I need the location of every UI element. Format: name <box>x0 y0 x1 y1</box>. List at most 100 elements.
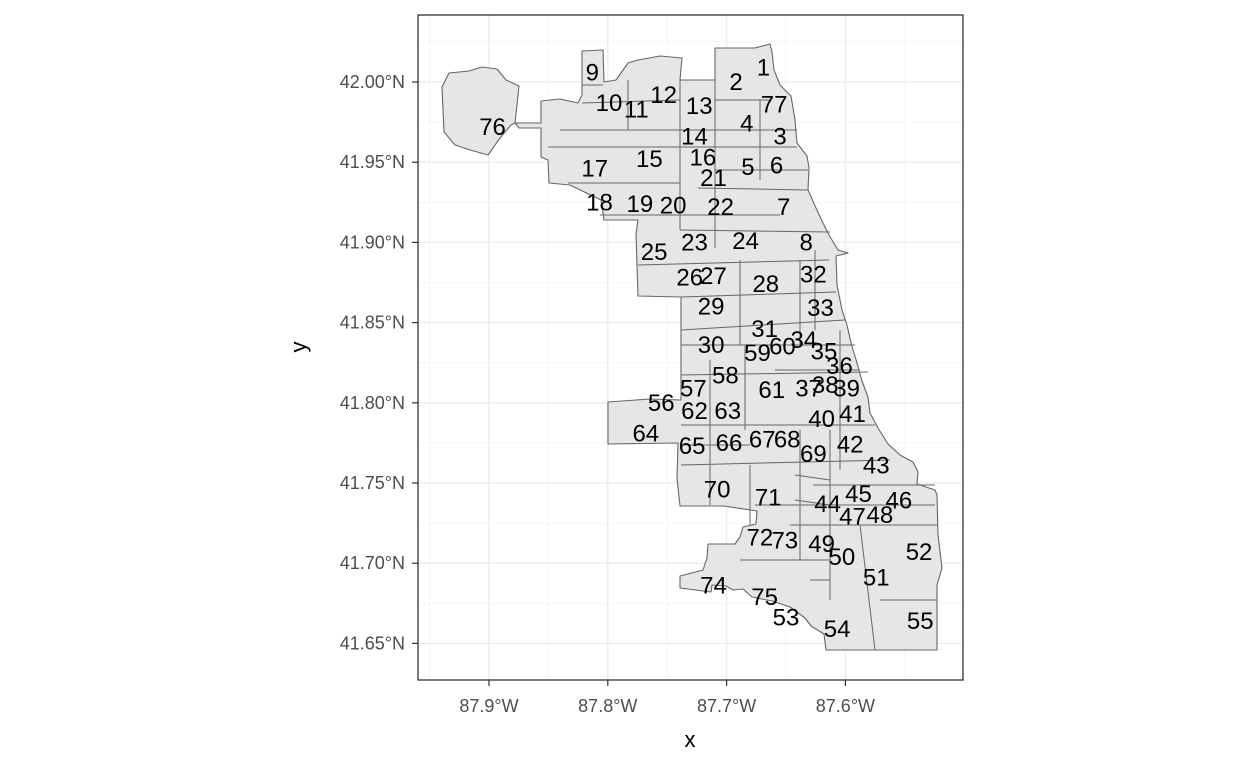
area-label-66: 66 <box>716 430 743 457</box>
area-label-5: 5 <box>741 154 754 181</box>
area-label-28: 28 <box>752 271 779 298</box>
area-label-52: 52 <box>906 539 933 566</box>
area-label-29: 29 <box>698 294 725 321</box>
y-tick-label: 41.75°N <box>340 473 405 493</box>
area-label-71: 71 <box>755 484 782 511</box>
x-tick-label: 87.6°W <box>816 696 875 716</box>
y-tick-label: 41.90°N <box>340 232 405 252</box>
area-label-15: 15 <box>636 146 663 173</box>
area-label-49: 49 <box>808 531 835 558</box>
area-label-17: 17 <box>581 156 608 183</box>
area-label-51: 51 <box>863 565 890 592</box>
area-label-8: 8 <box>800 229 813 256</box>
area-border-line <box>794 499 831 506</box>
area-border-line <box>637 259 830 266</box>
area-label-54: 54 <box>824 616 851 643</box>
area-label-59: 59 <box>744 340 771 367</box>
plot-panel-border <box>417 14 964 681</box>
area-label-63: 63 <box>714 398 741 425</box>
area-label-24: 24 <box>732 228 759 255</box>
area-label-14: 14 <box>681 124 708 151</box>
area-label-48: 48 <box>867 502 894 529</box>
area-label-61: 61 <box>758 377 785 404</box>
area-border-line <box>679 229 831 233</box>
area-label-35: 35 <box>811 338 838 365</box>
y-tick-label: 42.00°N <box>340 72 405 92</box>
area-border-line <box>581 99 681 104</box>
area-label-7: 7 <box>777 194 790 221</box>
area-label-21: 21 <box>700 165 727 192</box>
area-label-53: 53 <box>773 605 800 632</box>
area-label-27: 27 <box>700 263 727 290</box>
area-label-73: 73 <box>771 528 798 555</box>
area-label-30: 30 <box>698 332 725 359</box>
area-label-58: 58 <box>712 363 739 390</box>
area-border-line <box>697 187 809 191</box>
y-tick-label: 41.70°N <box>340 553 405 573</box>
area-label-56: 56 <box>648 390 675 417</box>
area-label-36: 36 <box>826 353 853 380</box>
area-border-line <box>680 459 891 466</box>
area-border-line <box>794 474 831 481</box>
x-tick-label: 87.8°W <box>578 696 637 716</box>
area-label-32: 32 <box>800 261 827 288</box>
city-area-shape <box>514 43 943 651</box>
area-label-46: 46 <box>886 488 913 515</box>
area-label-70: 70 <box>704 476 731 503</box>
area-label-10: 10 <box>596 90 623 117</box>
area-label-37: 37 <box>795 375 822 402</box>
area-shapes <box>441 43 943 651</box>
area-label-64: 64 <box>632 420 659 447</box>
area-label-4: 4 <box>740 111 753 138</box>
area-label-33: 33 <box>807 295 834 322</box>
y-tick-label: 41.65°N <box>340 633 405 653</box>
area-label-57: 57 <box>680 375 707 402</box>
area-label-3: 3 <box>773 124 786 151</box>
y-axis-title: y <box>286 342 311 353</box>
area-label-67: 67 <box>749 427 776 454</box>
axis-ticks: 87.9°W 87.8°W 87.7°W 87.6°W42.00°N41.95°N41… <box>340 72 875 716</box>
area-label-39: 39 <box>833 375 860 402</box>
area-border-line <box>859 524 876 651</box>
area-label-2: 2 <box>729 69 742 96</box>
area-label-42: 42 <box>837 432 864 459</box>
area-label-43: 43 <box>863 452 890 479</box>
area-label-20: 20 <box>660 193 687 220</box>
area-label-68: 68 <box>774 427 801 454</box>
area-label-16: 16 <box>689 144 716 171</box>
area-label-76: 76 <box>479 114 506 141</box>
area-label-19: 19 <box>627 191 654 218</box>
area-label-60: 60 <box>769 334 796 361</box>
area-label-22: 22 <box>707 194 734 221</box>
y-tick-label: 41.85°N <box>340 313 405 333</box>
x-tick-label: 87.7°W <box>697 696 756 716</box>
area-label-23: 23 <box>681 229 708 256</box>
area-label-44: 44 <box>814 491 841 518</box>
area-label-69: 69 <box>800 441 827 468</box>
area-label-18: 18 <box>586 189 613 216</box>
area-label-74: 74 <box>700 573 727 600</box>
area-label-25: 25 <box>641 239 668 266</box>
area-label-26: 26 <box>676 265 703 292</box>
area-label-1: 1 <box>757 55 770 82</box>
area-label-12: 12 <box>650 82 677 109</box>
area-label-9: 9 <box>586 59 599 86</box>
x-tick-label: 87.9°W <box>459 696 518 716</box>
area-label-6: 6 <box>770 152 783 179</box>
area-label-55: 55 <box>907 608 934 635</box>
area-border-line <box>680 291 837 298</box>
area-label-50: 50 <box>828 544 855 571</box>
area-label-62: 62 <box>681 398 708 425</box>
area-label-34: 34 <box>790 327 817 354</box>
area-border-line <box>680 371 869 376</box>
area-label-65: 65 <box>679 433 706 460</box>
area-label-11: 11 <box>624 96 649 123</box>
area-label-40: 40 <box>808 406 835 433</box>
area-border-line <box>680 319 846 331</box>
area-label-41: 41 <box>839 401 866 428</box>
area-label-13: 13 <box>686 93 713 120</box>
area-label-45: 45 <box>845 481 872 508</box>
y-tick-label: 41.95°N <box>340 152 405 172</box>
